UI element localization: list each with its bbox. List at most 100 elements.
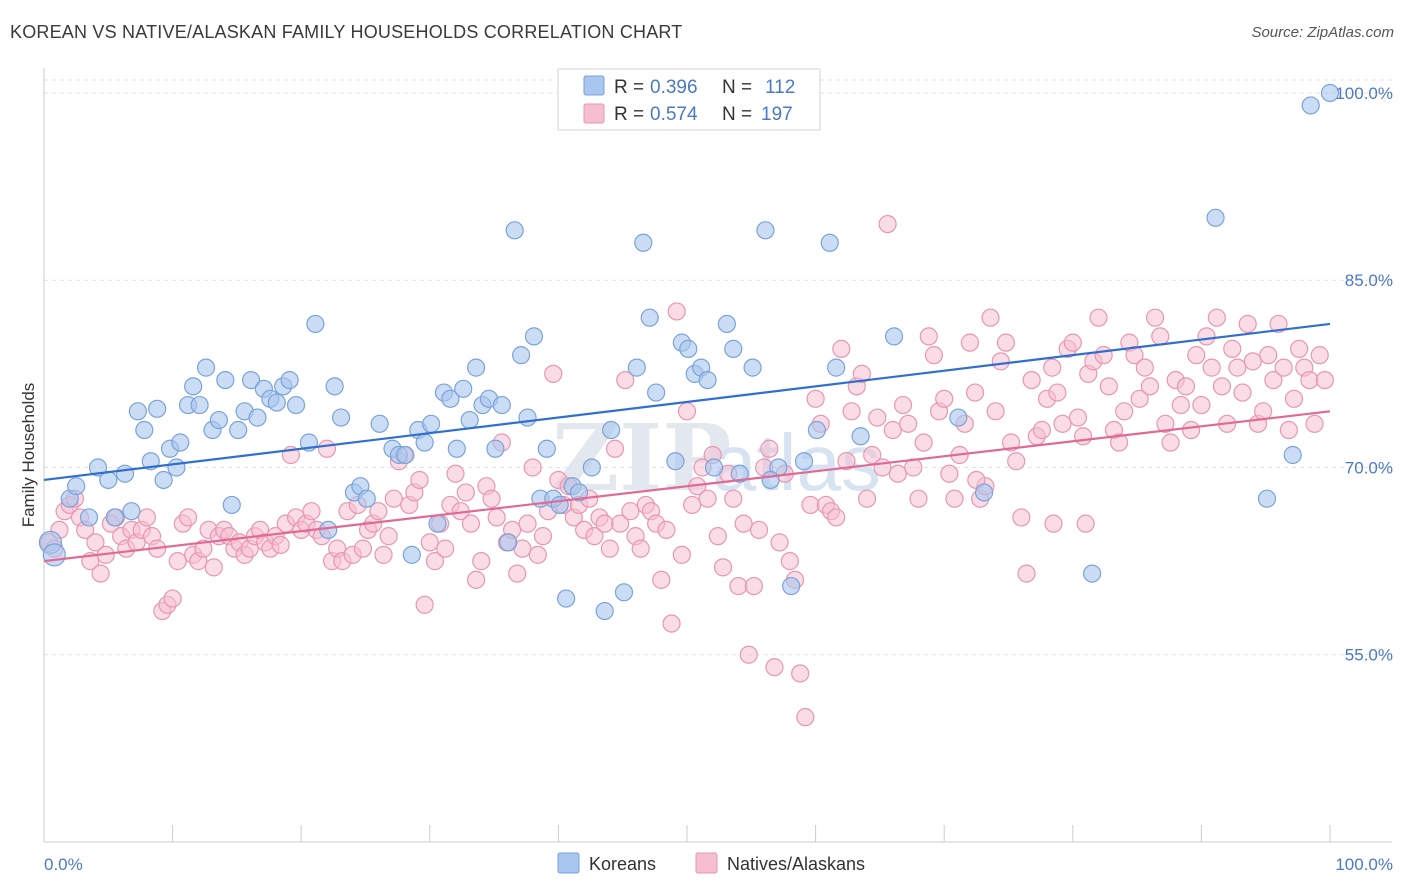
korean-point bbox=[647, 383, 666, 402]
korean-point bbox=[319, 520, 338, 540]
korean-point bbox=[229, 420, 248, 440]
korean-point bbox=[820, 233, 839, 252]
native-point bbox=[662, 614, 681, 633]
native-point bbox=[683, 495, 702, 515]
korean-point bbox=[447, 439, 466, 458]
native-point bbox=[616, 370, 635, 390]
korean-point bbox=[627, 358, 646, 377]
korean-point bbox=[79, 508, 99, 527]
native-point bbox=[137, 508, 156, 527]
native-point bbox=[544, 364, 563, 383]
native-point bbox=[734, 514, 753, 533]
series-swatch-native bbox=[695, 852, 718, 874]
korean-point bbox=[1082, 564, 1102, 583]
korean-point bbox=[974, 483, 994, 502]
native-point bbox=[1202, 358, 1221, 377]
native-point bbox=[806, 389, 825, 408]
korean-point bbox=[743, 358, 762, 377]
trend-lines bbox=[43, 322, 1331, 563]
native-point bbox=[852, 364, 871, 383]
native-point bbox=[611, 514, 630, 533]
native-point bbox=[456, 483, 475, 502]
native-point bbox=[1171, 395, 1190, 415]
native-point bbox=[981, 308, 1000, 327]
native-point bbox=[353, 539, 373, 558]
korean-point bbox=[782, 576, 801, 596]
korean-point bbox=[167, 458, 186, 477]
native-point bbox=[760, 439, 779, 458]
native-point bbox=[1099, 377, 1118, 396]
korean-point bbox=[331, 408, 351, 427]
korean-point bbox=[280, 370, 299, 390]
korean-point bbox=[154, 470, 173, 490]
native-point bbox=[1161, 433, 1180, 452]
native-point bbox=[1135, 358, 1154, 377]
native-point bbox=[1176, 377, 1196, 396]
native-point bbox=[914, 433, 933, 452]
native-point bbox=[667, 302, 686, 321]
native-point bbox=[965, 383, 985, 402]
native-point bbox=[1212, 377, 1232, 396]
korean-point bbox=[505, 221, 524, 240]
native-point bbox=[420, 533, 439, 552]
native-point bbox=[672, 545, 691, 564]
korean-point bbox=[128, 402, 147, 421]
native-point bbox=[1140, 377, 1160, 396]
native-point bbox=[523, 458, 542, 477]
native-point bbox=[1290, 339, 1309, 358]
native-point bbox=[1243, 352, 1262, 371]
native-point bbox=[302, 502, 321, 521]
korean-point bbox=[1283, 445, 1302, 465]
korean-point bbox=[582, 458, 601, 477]
korean-point bbox=[105, 508, 124, 527]
native-point bbox=[899, 414, 918, 433]
native-point bbox=[425, 552, 445, 571]
series-swatch-korean bbox=[557, 852, 580, 874]
korean-point bbox=[666, 452, 685, 471]
native-point bbox=[1197, 327, 1216, 346]
native-point bbox=[677, 402, 697, 421]
native-point bbox=[1228, 358, 1247, 377]
korean-point bbox=[415, 433, 434, 452]
native-point bbox=[1063, 333, 1082, 352]
korean-point bbox=[460, 410, 479, 430]
native-point bbox=[194, 539, 213, 558]
korean-point bbox=[209, 410, 228, 430]
legend-n-label-korean: N = bbox=[722, 77, 752, 98]
native-point bbox=[729, 576, 748, 596]
korean-point bbox=[396, 445, 415, 465]
series-label-korean: Koreans bbox=[589, 854, 656, 874]
x-tick-label: 100.0% bbox=[1335, 855, 1393, 874]
native-point bbox=[1053, 414, 1072, 433]
native-point bbox=[960, 333, 980, 352]
native-point bbox=[744, 576, 763, 596]
korean-point bbox=[241, 370, 261, 390]
native-point bbox=[410, 470, 429, 490]
korean-point bbox=[524, 327, 544, 346]
native-point bbox=[487, 508, 506, 527]
x-tick-label: 0.0% bbox=[44, 855, 83, 874]
native-point bbox=[765, 658, 784, 677]
native-point bbox=[518, 514, 537, 533]
korean-point bbox=[557, 589, 576, 608]
native-point bbox=[1207, 308, 1226, 327]
native-point bbox=[379, 527, 398, 546]
native-point bbox=[1007, 452, 1026, 471]
korean-point bbox=[492, 395, 511, 415]
korean-point bbox=[148, 399, 167, 418]
native-point bbox=[204, 558, 223, 577]
x-tick-labels: 0.0% 100.0% bbox=[44, 855, 1393, 874]
korean-point bbox=[454, 379, 473, 398]
native-point bbox=[1254, 402, 1273, 421]
native-point bbox=[698, 489, 717, 508]
native-point bbox=[1115, 402, 1134, 421]
korean-point bbox=[325, 377, 344, 396]
y-tick-label: 55.0% bbox=[1345, 646, 1393, 665]
y-tick-label: 100.0% bbox=[1335, 84, 1393, 103]
native-point bbox=[466, 570, 486, 589]
korean-point bbox=[357, 489, 376, 508]
korean-point bbox=[1206, 208, 1225, 227]
korean-point bbox=[286, 395, 306, 415]
source-label: Source: ZipAtlas.com bbox=[1251, 24, 1394, 41]
